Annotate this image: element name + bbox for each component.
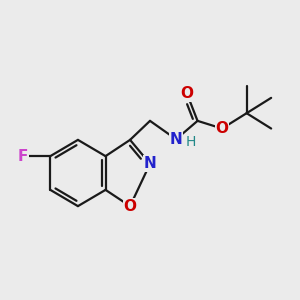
Text: F: F [17, 148, 28, 164]
Text: O: O [216, 121, 229, 136]
Text: O: O [124, 199, 136, 214]
Text: N: N [144, 156, 156, 171]
Text: O: O [180, 86, 193, 101]
Text: N: N [170, 132, 182, 147]
Text: H: H [186, 135, 196, 149]
